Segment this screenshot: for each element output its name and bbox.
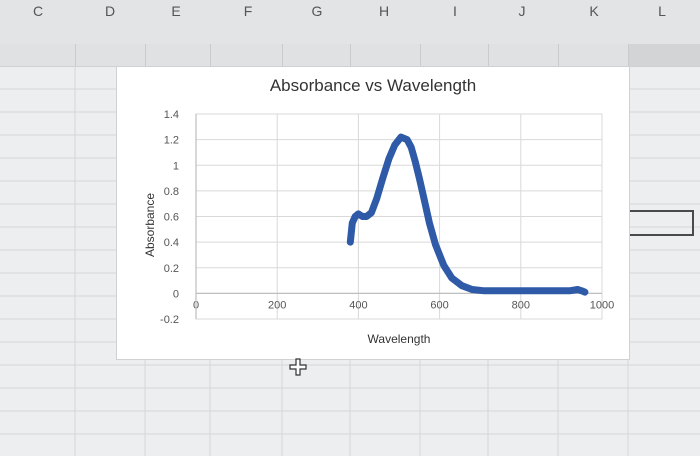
data-point xyxy=(554,287,561,295)
y-axis-label: Absorbance xyxy=(143,193,157,257)
column-header-i[interactable]: I xyxy=(453,3,457,19)
data-point xyxy=(373,195,380,202)
data-point xyxy=(391,141,399,148)
data-point xyxy=(468,286,476,293)
data-point xyxy=(379,174,386,182)
x-tick-label: 800 xyxy=(512,299,530,311)
column-header-k[interactable]: K xyxy=(589,3,599,19)
data-point xyxy=(458,282,466,289)
selected-cell[interactable] xyxy=(628,210,694,236)
column-header-l-background xyxy=(629,44,700,66)
chart-area[interactable]: Absorbance vs Wavelength Absorbance Wave… xyxy=(116,66,630,360)
x-tick-label: 400 xyxy=(349,299,367,311)
x-axis-label: Wavelength xyxy=(368,332,431,346)
column-header-c[interactable]: C xyxy=(32,3,44,19)
column-separator xyxy=(210,44,211,66)
data-point xyxy=(505,287,512,295)
y-tick-label: 0.4 xyxy=(164,237,179,249)
data-point xyxy=(529,287,537,295)
column-separator xyxy=(420,44,421,66)
data-point xyxy=(385,155,393,163)
column-separator xyxy=(350,44,351,66)
column-header-e[interactable]: E xyxy=(171,3,181,19)
y-tick-label: 1.4 xyxy=(164,109,179,121)
data-point xyxy=(517,287,524,295)
data-point xyxy=(481,287,488,295)
y-tick-label: 0.6 xyxy=(164,212,179,224)
y-tick-label: 1.2 xyxy=(164,135,179,147)
data-point xyxy=(448,274,455,282)
data-point xyxy=(432,241,439,248)
column-separator xyxy=(558,44,559,66)
data-point xyxy=(493,287,500,295)
data-point xyxy=(403,136,411,143)
cross-cursor-icon xyxy=(289,358,307,376)
data-point xyxy=(397,133,405,141)
y-tick-label: 0.8 xyxy=(164,186,179,198)
data-point xyxy=(363,213,370,220)
chart-svg: Absorbance vs Wavelength Absorbance Wave… xyxy=(143,76,614,346)
column-separator xyxy=(488,44,489,66)
data-point xyxy=(541,287,549,295)
data-point xyxy=(440,261,447,269)
data-point xyxy=(349,219,356,227)
column-separator xyxy=(145,44,146,66)
column-separator xyxy=(628,44,629,66)
column-header-f[interactable]: F xyxy=(243,3,253,19)
y-tick-label: 0.2 xyxy=(164,263,179,275)
data-point xyxy=(368,209,375,216)
chart-title: Absorbance vs Wavelength xyxy=(270,76,476,95)
y-tick-label: 0 xyxy=(173,288,179,300)
data-point xyxy=(566,287,573,295)
x-tick-label: 200 xyxy=(268,299,286,311)
toolbar-area xyxy=(0,0,700,44)
y-tick-label: 1 xyxy=(173,160,179,172)
y-tick-label: -0.2 xyxy=(160,314,179,326)
column-header-l[interactable]: L xyxy=(658,3,666,19)
data-point xyxy=(416,174,423,182)
column-header-h[interactable]: H xyxy=(378,3,390,19)
data-point xyxy=(581,288,589,296)
column-separator xyxy=(75,44,76,66)
data-point xyxy=(420,192,427,200)
column-header-d[interactable]: D xyxy=(104,3,116,19)
data-point xyxy=(407,144,415,151)
x-tick-label: 600 xyxy=(430,299,448,311)
x-tick-label: 1000 xyxy=(590,299,614,311)
series-line xyxy=(346,133,589,296)
data-point xyxy=(412,158,419,165)
column-separator xyxy=(282,44,283,66)
column-header-g[interactable]: G xyxy=(311,3,323,19)
data-point xyxy=(426,219,433,227)
data-point xyxy=(347,238,354,246)
column-header-j[interactable]: J xyxy=(518,3,526,19)
